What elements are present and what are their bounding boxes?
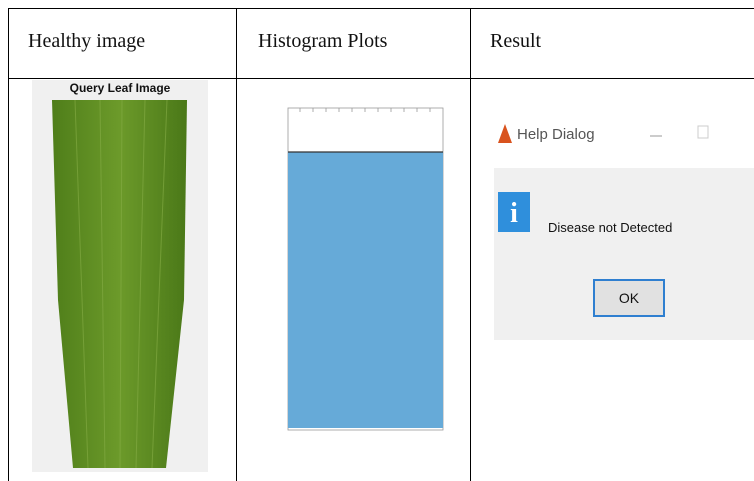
ok-button[interactable] [593,279,665,317]
header-cell: Healthy image [28,30,146,52]
dialog-app-icon [498,124,512,143]
histogram-bar [288,152,443,428]
table-border [8,78,754,79]
histogram-ticks [299,108,431,112]
maximize-icon [697,125,709,139]
table-border [470,8,471,481]
header-cell: Histogram Plots [258,30,388,52]
table-border [8,8,9,481]
dialog-message: Disease not Detected [548,220,672,235]
table-border [8,8,754,9]
leaf-image [52,100,187,468]
dialog-title: Help Dialog [517,126,595,143]
table-border [236,8,237,481]
leaf-caption: Query Leaf Image [70,81,171,95]
info-icon [498,192,530,232]
header-cell: Result [490,30,542,52]
dialog-titlebar [490,110,754,160]
info-icon-glyph: i [510,198,518,229]
leaf-veins [74,99,168,469]
ok-button-label[interactable]: OK [619,290,640,306]
